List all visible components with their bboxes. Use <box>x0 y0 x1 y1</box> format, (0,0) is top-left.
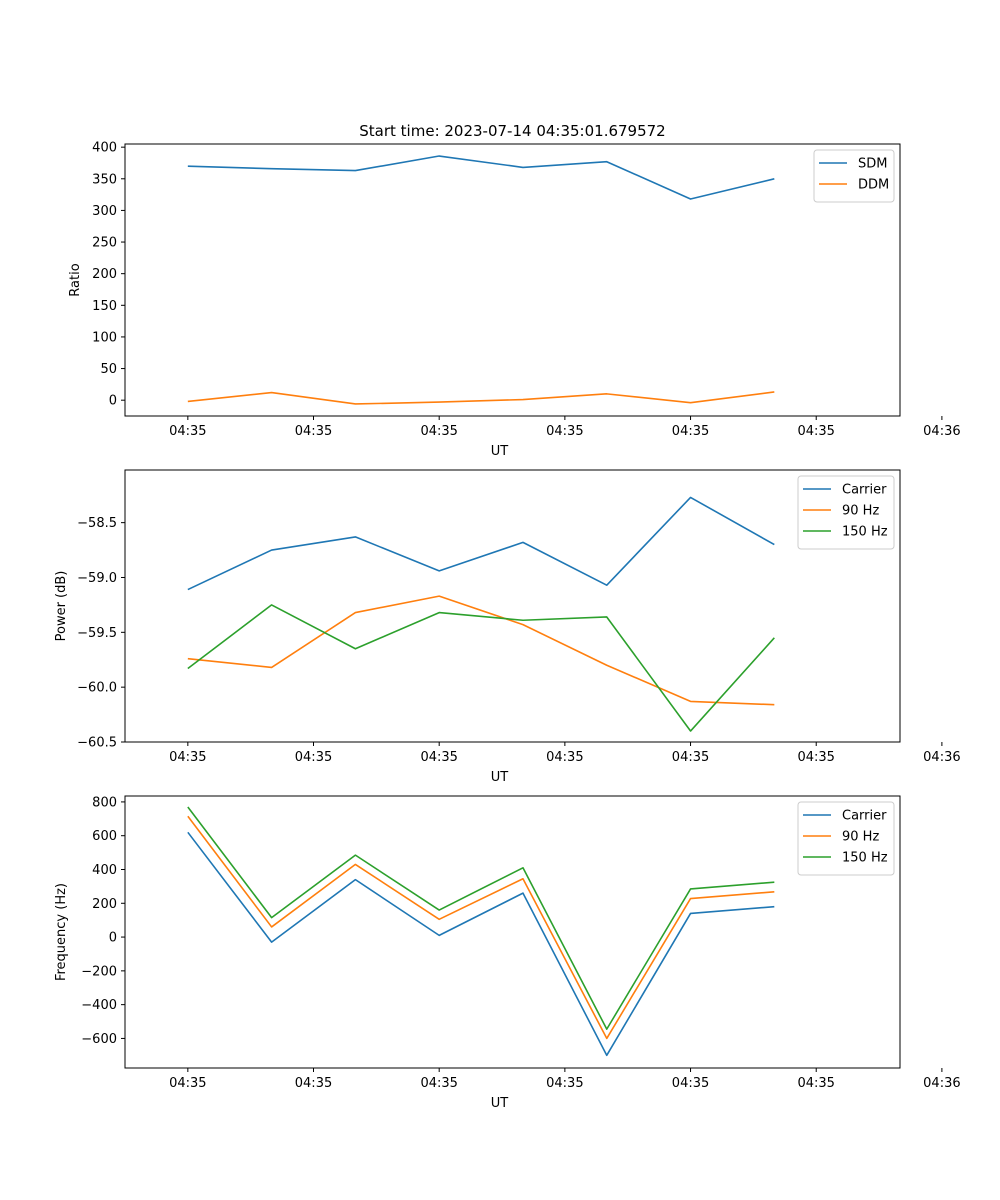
power-x-tick-label: 04:35 <box>169 750 206 765</box>
ratio-legend-label: DDM <box>858 178 889 193</box>
ratio-legend: SDM DDM <box>813 149 895 203</box>
power-series-line-150-hz <box>187 604 775 732</box>
power-x-tick-label: 04:36 <box>923 750 960 765</box>
power-series-line-90-hz <box>187 595 775 706</box>
ratio-y-tick-label: 100 <box>92 330 117 345</box>
power-x-tick-label: 04:35 <box>546 750 583 765</box>
power-x-tick-label: 04:35 <box>420 750 457 765</box>
frequency-x-tick-label: 04:36 <box>923 1076 960 1091</box>
ratio-x-axis-label: UT <box>491 444 509 459</box>
power-y-axis-label: Power (dB) <box>54 571 69 642</box>
ratio-x-tick-label: 04:35 <box>546 424 583 439</box>
ratio-series-line-sdm <box>187 155 775 200</box>
ratio-axes-frame <box>124 143 901 417</box>
ratio-x-tick-label: 04:35 <box>420 424 457 439</box>
power-y-tick-label: −59.5 <box>77 626 117 641</box>
frequency-x-tick-label: 04:35 <box>169 1076 206 1091</box>
frequency-x-tick-label: 04:35 <box>797 1076 834 1091</box>
power-y-tick-label: −58.5 <box>77 516 117 531</box>
frequency-series-line-150-hz <box>187 806 775 1030</box>
frequency-x-tick-label: 04:35 <box>295 1076 332 1091</box>
frequency-y-tick-label: 800 <box>92 795 117 810</box>
ratio-x-tick-label: 04:36 <box>923 424 960 439</box>
ratio-y-tick-label: 200 <box>92 267 117 282</box>
ratio-y-tick-label: 250 <box>92 236 117 251</box>
power-chart: 04:35 04:35 04:35 04:35 04:35 04:35 04:36 −60.5… <box>54 469 961 785</box>
frequency-legend-label: 150 Hz <box>842 851 888 866</box>
power-legend-label: Carrier <box>842 483 887 498</box>
ratio-y-tick-label: 150 <box>92 299 117 314</box>
ratio-legend-label: SDM <box>858 157 887 172</box>
ratio-x-tick-label: 04:35 <box>797 424 834 439</box>
ratio-chart: 04:35 04:35 04:35 04:35 04:35 04:35 04:36 0 50 10… <box>68 141 961 459</box>
power-legend-label: 90 Hz <box>842 504 879 519</box>
power-series-line-carrier <box>187 496 775 591</box>
power-x-tick-label: 04:35 <box>672 750 709 765</box>
frequency-x-tick-label: 04:35 <box>420 1076 457 1091</box>
frequency-y-tick-label: −400 <box>81 998 117 1013</box>
frequency-axes-frame <box>124 795 901 1069</box>
frequency-y-tick-label: −200 <box>81 964 117 979</box>
frequency-y-tick-label: 400 <box>92 863 117 878</box>
figure-title: Start time: 2023-07-14 04:35:01.679572 <box>359 122 665 140</box>
ratio-y-tick-label: 50 <box>100 362 117 377</box>
ratio-y-tick-label: 400 <box>92 141 117 156</box>
power-axes-frame <box>124 469 901 743</box>
frequency-y-tick-label: 600 <box>92 829 117 844</box>
frequency-chart: 04:35 04:35 04:35 04:35 04:35 04:35 04:36 −600 −… <box>54 795 961 1111</box>
ratio-x-tick-label: 04:35 <box>169 424 206 439</box>
ratio-series-line-ddm <box>187 391 775 405</box>
frequency-legend: Carrier 90 Hz 150 Hz <box>797 801 895 876</box>
frequency-series-line-carrier <box>187 831 775 1057</box>
power-x-tick-label: 04:35 <box>295 750 332 765</box>
frequency-x-tick-label: 04:35 <box>546 1076 583 1091</box>
power-legend-label: 150 Hz <box>842 525 888 540</box>
power-x-tick-label: 04:35 <box>797 750 834 765</box>
frequency-y-tick-label: 0 <box>109 931 117 946</box>
frequency-legend-label: 90 Hz <box>842 830 879 845</box>
ratio-y-axis-label: Ratio <box>68 263 83 296</box>
frequency-y-axis-label: Frequency (Hz) <box>54 883 69 981</box>
frequency-x-tick-label: 04:35 <box>672 1076 709 1091</box>
frequency-y-tick-label: −600 <box>81 1032 117 1047</box>
frequency-x-axis-label: UT <box>491 1096 509 1111</box>
ratio-y-tick-label: 300 <box>92 204 117 219</box>
ratio-y-tick-label: 0 <box>109 394 117 409</box>
frequency-legend-label: Carrier <box>842 809 887 824</box>
power-y-tick-label: −60.0 <box>77 681 117 696</box>
frequency-y-tick-label: 200 <box>92 897 117 912</box>
power-legend: Carrier 90 Hz 150 Hz <box>797 475 895 550</box>
ratio-x-tick-label: 04:35 <box>295 424 332 439</box>
ratio-x-tick-label: 04:35 <box>672 424 709 439</box>
frequency-series-line-90-hz <box>187 815 775 1040</box>
power-y-tick-label: −60.5 <box>77 736 117 751</box>
ratio-y-tick-label: 350 <box>92 172 117 187</box>
power-x-axis-label: UT <box>491 770 509 785</box>
power-y-tick-label: −59.0 <box>77 571 117 586</box>
